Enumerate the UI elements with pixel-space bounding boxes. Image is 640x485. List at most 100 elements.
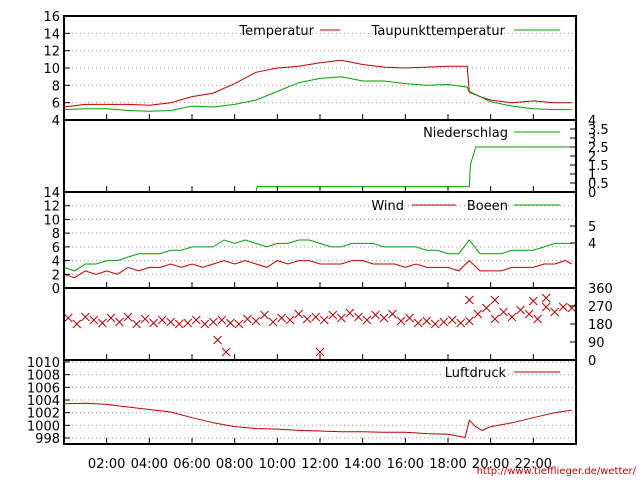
y-tick-label: 1010 [27, 356, 60, 371]
wind-direction-point [285, 315, 295, 325]
wind-direction-point [98, 318, 107, 328]
wind-direction-point [567, 303, 577, 313]
x-tick-label: 14:00 [344, 457, 381, 472]
x-tick-label: 18:00 [429, 457, 466, 472]
wind-direction-point [371, 310, 380, 320]
wind-direction-point [533, 314, 542, 324]
luftdruck-line [63, 402, 572, 438]
y-tick-label: 14 [43, 27, 60, 42]
y-right-tick-label: 360 [588, 282, 613, 297]
wind-direction-point [379, 313, 389, 323]
wind-direction-point [140, 314, 150, 324]
wind-direction-point [490, 314, 500, 324]
taupunkttemperatur-line [63, 76, 572, 112]
y-right-tick-label: 2 [588, 150, 596, 165]
x-tick-label: 20:00 [472, 457, 509, 472]
x-tick-label: 08:00 [216, 457, 253, 472]
legend-label: Wind [371, 199, 404, 214]
y-right-tick-label: 1 [588, 168, 596, 183]
y-tick-label: 1000 [27, 419, 60, 434]
boeen-line [63, 239, 572, 272]
wind-direction-point [149, 318, 158, 328]
wind-direction-point [72, 319, 82, 329]
wind-direction-point [473, 309, 483, 319]
legend-label: Luftdruck [445, 366, 507, 381]
y-tick-label: 1006 [27, 381, 60, 396]
wind-direction-point [89, 315, 99, 325]
legend-label: Niederschlag [423, 126, 508, 141]
wind-direction-point [243, 314, 252, 324]
x-tick-label: 16:00 [387, 457, 424, 472]
y-tick-label: 6 [52, 97, 60, 112]
legend-layer: Temperatur Taupunkttemperatur Niederschlag… [238, 24, 560, 381]
wind-direction-point [430, 319, 440, 329]
y-right-tick-label: 3 [588, 132, 596, 147]
wind-direction-point [464, 295, 474, 305]
y-right-tick-label: 4 [588, 237, 596, 252]
wind-direction-point [507, 312, 517, 322]
y-right-tick-label: 2.5 [588, 141, 609, 156]
x-tick-label: 04:00 [131, 457, 168, 472]
y-tick-label: 6 [52, 241, 60, 256]
wind-direction-point [490, 295, 500, 305]
wind-direction-point [200, 319, 210, 329]
y-right-tick-label: 0 [588, 186, 596, 201]
y-right-tick-label: 3.5 [588, 123, 609, 138]
wind-direction-point [354, 312, 363, 322]
wind-direction-point [516, 305, 525, 315]
wind-direction-point [328, 310, 338, 320]
x-tick-label: 06:00 [173, 457, 210, 472]
wind-direction-point [260, 310, 269, 320]
y-tick-label: 12 [43, 45, 60, 60]
y-tick-label: 8 [52, 227, 60, 242]
panel-frame-wind-direction [63, 287, 577, 361]
wind-direction-point [123, 312, 133, 322]
x-tick-label: 10:00 [259, 457, 296, 472]
wind-direction-point [115, 317, 124, 327]
wind-direction-point [541, 302, 551, 312]
wind-direction-point [213, 335, 222, 345]
wind-direction-point [315, 347, 325, 357]
legend-label: Taupunkttemperatur [371, 24, 506, 39]
y-right-tick-label: 90 [588, 336, 605, 351]
y-tick-label: 4 [52, 114, 60, 129]
footer-url: http://www.tiefflieger.de/wetter/ [477, 466, 637, 477]
wind-direction-point [217, 315, 227, 325]
wind-direction-point [550, 307, 560, 317]
wind-direction-point [396, 316, 406, 326]
y-tick-label: 16 [43, 10, 60, 25]
wind-direction-point [528, 296, 538, 306]
wind-direction-point [302, 314, 312, 324]
wind-direction-point [345, 308, 355, 318]
y-tick-label: 1004 [27, 394, 60, 409]
wind-direction-point [80, 312, 90, 322]
wind-direction-point [447, 315, 457, 325]
wind-direction-point [294, 309, 304, 319]
wind-direction-point [388, 309, 397, 319]
y-right-tick-label: 4 [588, 114, 596, 129]
wind-direction-point [541, 293, 551, 303]
y-tick-label: 10 [43, 213, 60, 228]
wind-direction-point [362, 315, 372, 325]
y-tick-label: 1002 [27, 407, 60, 422]
y-tick-label: 1008 [27, 369, 60, 384]
wind-direction-point [221, 347, 231, 357]
y-tick-label: 14 [43, 186, 60, 201]
y-right-tick-label: 0.5 [588, 177, 609, 192]
wind-direction-point [464, 316, 474, 326]
wind-direction-point [191, 315, 201, 325]
y-tick-label: 10 [43, 62, 60, 77]
y-tick-label: 8 [52, 79, 60, 94]
wind-direction-point [336, 313, 346, 323]
wind-direction-point [456, 318, 466, 328]
y-tick-label: 4 [52, 255, 60, 270]
y-right-tick-label: 5 [588, 220, 596, 235]
wind-direction-point [277, 313, 286, 323]
y-tick-label: 12 [43, 200, 60, 215]
wind-direction-point [106, 313, 116, 323]
wind-direction-point [482, 303, 491, 313]
wind-direction-point [311, 312, 321, 322]
